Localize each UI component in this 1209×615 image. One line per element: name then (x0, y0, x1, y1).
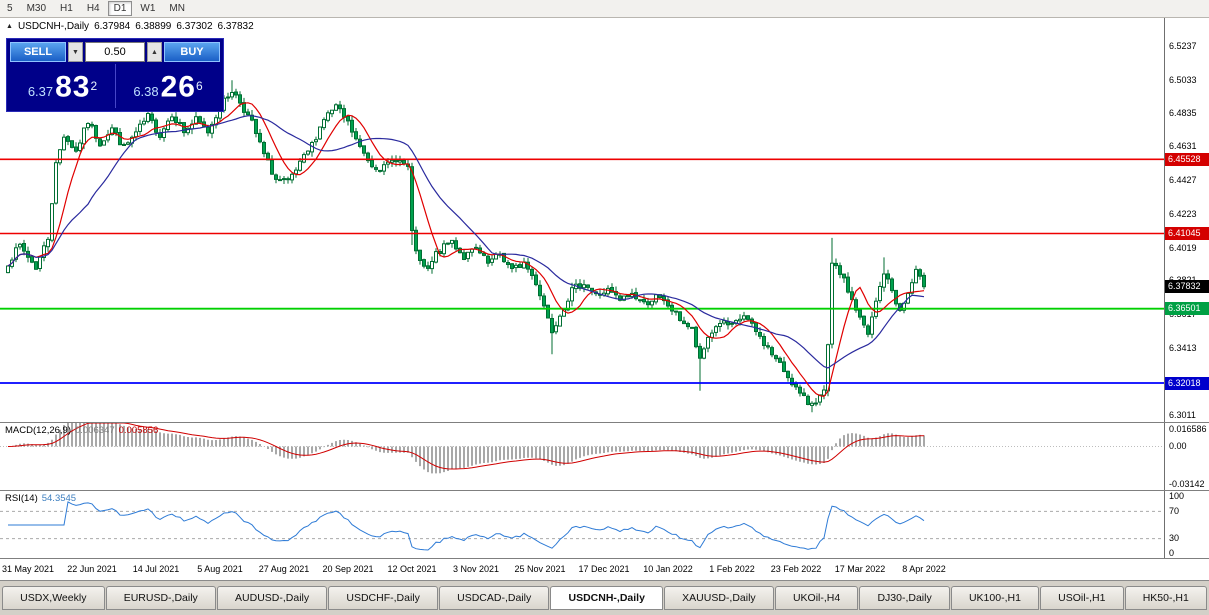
chart-tabs-bar: USDX,Weekly EURUSD-,Daily AUDUSD-,Daily USD… (0, 580, 1209, 615)
rsi-axis-tick: 30 (1169, 533, 1180, 543)
chart-tab-eurusd-daily[interactable]: EURUSD-,Daily (105, 586, 216, 610)
sell-button[interactable]: SELL (10, 42, 66, 62)
macd-axis-tick: -0.03142 (1169, 479, 1205, 489)
timeframe-button-mn[interactable]: MN (169, 3, 185, 14)
chart-tab-dj30-daily[interactable]: DJ30-,Daily (859, 586, 950, 610)
ohlc-close: 6.37832 (217, 21, 254, 32)
macd-label: MACD(12,26,9) 0.006347 0.005856 (5, 425, 158, 436)
rsi-axis: 100 70 30 0 (1164, 491, 1209, 559)
date-label: 20 Sep 2021 (322, 564, 374, 574)
rsi-indicator-chart[interactable] (0, 491, 1164, 559)
rsi-name: RSI(14) (5, 493, 38, 504)
macd-indicator-chart[interactable] (0, 423, 1164, 491)
date-label: 14 Jul 2021 (132, 564, 180, 574)
main-chart-panel: ▲ USDCNH-,Daily 6.37984 6.38899 6.37302 … (0, 18, 1209, 422)
timeframe-button-w1[interactable]: W1 (140, 3, 156, 14)
rsi-axis-tick: 100 (1169, 491, 1185, 501)
price-axis-tick: 6.4223 (1169, 208, 1197, 219)
date-label: 12 Oct 2021 (387, 564, 437, 574)
price-axis-tick: 6.5033 (1169, 74, 1197, 85)
collapse-panel-icon[interactable]: ▲ (6, 23, 13, 30)
chart-tab-usdchf-daily[interactable]: USDCHF-,Daily (328, 586, 439, 610)
date-label: 27 Aug 2021 (258, 564, 310, 574)
buy-price-sup: 6 (196, 79, 203, 93)
price-axis-tick: 6.4427 (1169, 175, 1197, 186)
price-axis-tick: 6.3413 (1169, 343, 1197, 353)
rsi-axis-tick: 0 (1169, 548, 1175, 558)
macd-signal-value: 0.005856 (118, 425, 159, 436)
price-axis-tick: 6.4835 (1169, 107, 1197, 118)
date-label: 25 Nov 2021 (514, 564, 566, 574)
date-label: 22 Jun 2021 (67, 564, 117, 574)
ohlc-open: 6.37984 (94, 21, 131, 32)
macd-main-value: 0.006347 (75, 425, 115, 436)
macd-name: MACD(12,26,9) (5, 425, 71, 436)
chart-tab-usdcnh-daily[interactable]: USDCNH-,Daily (550, 586, 664, 610)
buy-price[interactable]: 6.38266 (115, 64, 220, 108)
sell-price-small: 6.37 (27, 84, 54, 100)
chart-tab-usoil-h1[interactable]: USOil-,H1 (1040, 586, 1124, 610)
date-label: 8 Apr 2022 (902, 564, 946, 574)
date-label: 1 Feb 2022 (709, 564, 755, 574)
candlestick-chart[interactable] (0, 18, 1164, 422)
price-badge: 6.32018 (1165, 376, 1209, 390)
date-label: 17 Mar 2022 (834, 564, 886, 574)
chart-tab-ukoil-h4[interactable]: UKOil-,H4 (774, 586, 859, 610)
chart-tab-usdcad-daily[interactable]: USDCAD-,Daily (439, 586, 550, 610)
trade-controls-row: SELL ▼ ▲ BUY (10, 42, 220, 62)
rsi-axis-tick: 70 (1169, 506, 1180, 516)
macd-axis-tick: 0.00 (1169, 441, 1187, 451)
date-label: 10 Jan 2022 (643, 564, 693, 574)
timeframe-button-h4[interactable]: H4 (86, 3, 100, 14)
rsi-value: 54.3545 (41, 493, 77, 504)
price-axis[interactable]: 6.5237 6.5033 6.4835 6.4631 6.4427 6.4223 6.40… (1164, 18, 1209, 422)
rsi-label: RSI(14) 54.3545 (5, 493, 76, 504)
chart-symbol-label: ▲ USDCNH-,Daily 6.37984 6.38899 6.37302 … (6, 21, 254, 32)
chart-tab-hk50-h1[interactable]: HK50-,H1 (1124, 586, 1207, 610)
timeframe-button-h1[interactable]: H1 (60, 3, 73, 14)
macd-axis-tick: 0.016586 (1169, 424, 1207, 434)
symbol-name: USDCNH-,Daily (17, 21, 90, 32)
price-badge: 6.45528 (1165, 152, 1209, 166)
date-label: 31 May 2021 (1, 564, 55, 574)
price-axis-tick: 6.4019 (1169, 242, 1197, 253)
macd-panel: MACD(12,26,9) 0.006347 0.005856 0.016586 0.… (0, 422, 1209, 491)
lot-size-input[interactable] (85, 42, 145, 62)
one-click-trade-panel: SELL ▼ ▲ BUY 6.37832 6.38266 (6, 38, 224, 112)
chart-tab-xauusd-daily[interactable]: XAUUSD-,Daily (664, 586, 774, 610)
timeframe-button-m30[interactable]: M30 (26, 3, 47, 14)
timeframe-button-5[interactable]: 5 (7, 3, 13, 14)
timeframe-button-d1[interactable]: D1 (107, 1, 133, 16)
price-axis-tick: 6.4631 (1169, 141, 1197, 152)
sell-price[interactable]: 6.37832 (10, 64, 115, 108)
price-axis-tick: 6.3011 (1169, 409, 1196, 420)
price-badge: 6.41045 (1165, 227, 1209, 240)
date-label: 5 Aug 2021 (197, 564, 243, 574)
lot-increase-button[interactable]: ▲ (147, 42, 162, 62)
price-badge: 6.36501 (1165, 302, 1209, 316)
macd-axis: 0.016586 0.00 -0.03142 (1164, 423, 1209, 491)
sell-price-sup: 2 (90, 79, 98, 93)
lot-decrease-button[interactable]: ▼ (68, 42, 83, 62)
ohlc-low: 6.37302 (176, 21, 213, 32)
price-badge: 6.37832 (1165, 280, 1209, 294)
rsi-panel: RSI(14) 54.3545 100 70 30 0 (0, 490, 1209, 559)
chart-tab-uk100-h1[interactable]: UK100-,H1 (950, 586, 1040, 610)
timeframe-toolbar: 5 M30 H1 H4 D1 W1 MN (0, 0, 1209, 18)
chart-tab-usdx-weekly[interactable]: USDX,Weekly (2, 586, 105, 610)
buy-price-small: 6.38 (133, 84, 159, 100)
bid-ask-display: 6.37832 6.38266 (10, 64, 220, 108)
sell-price-big: 83 (55, 70, 91, 104)
date-label: 17 Dec 2021 (578, 564, 630, 574)
buy-price-big: 26 (160, 70, 196, 104)
time-axis[interactable]: 31 May 2021 22 Jun 2021 14 Jul 2021 5 Aug 2… (0, 558, 1209, 580)
ohlc-high: 6.38899 (135, 21, 172, 32)
chart-tab-audusd-daily[interactable]: AUDUSD-,Daily (216, 586, 328, 610)
date-label: 23 Feb 2022 (770, 564, 822, 574)
date-label: 3 Nov 2021 (452, 564, 500, 574)
price-axis-tick: 6.5237 (1169, 41, 1197, 51)
buy-button[interactable]: BUY (164, 42, 220, 62)
